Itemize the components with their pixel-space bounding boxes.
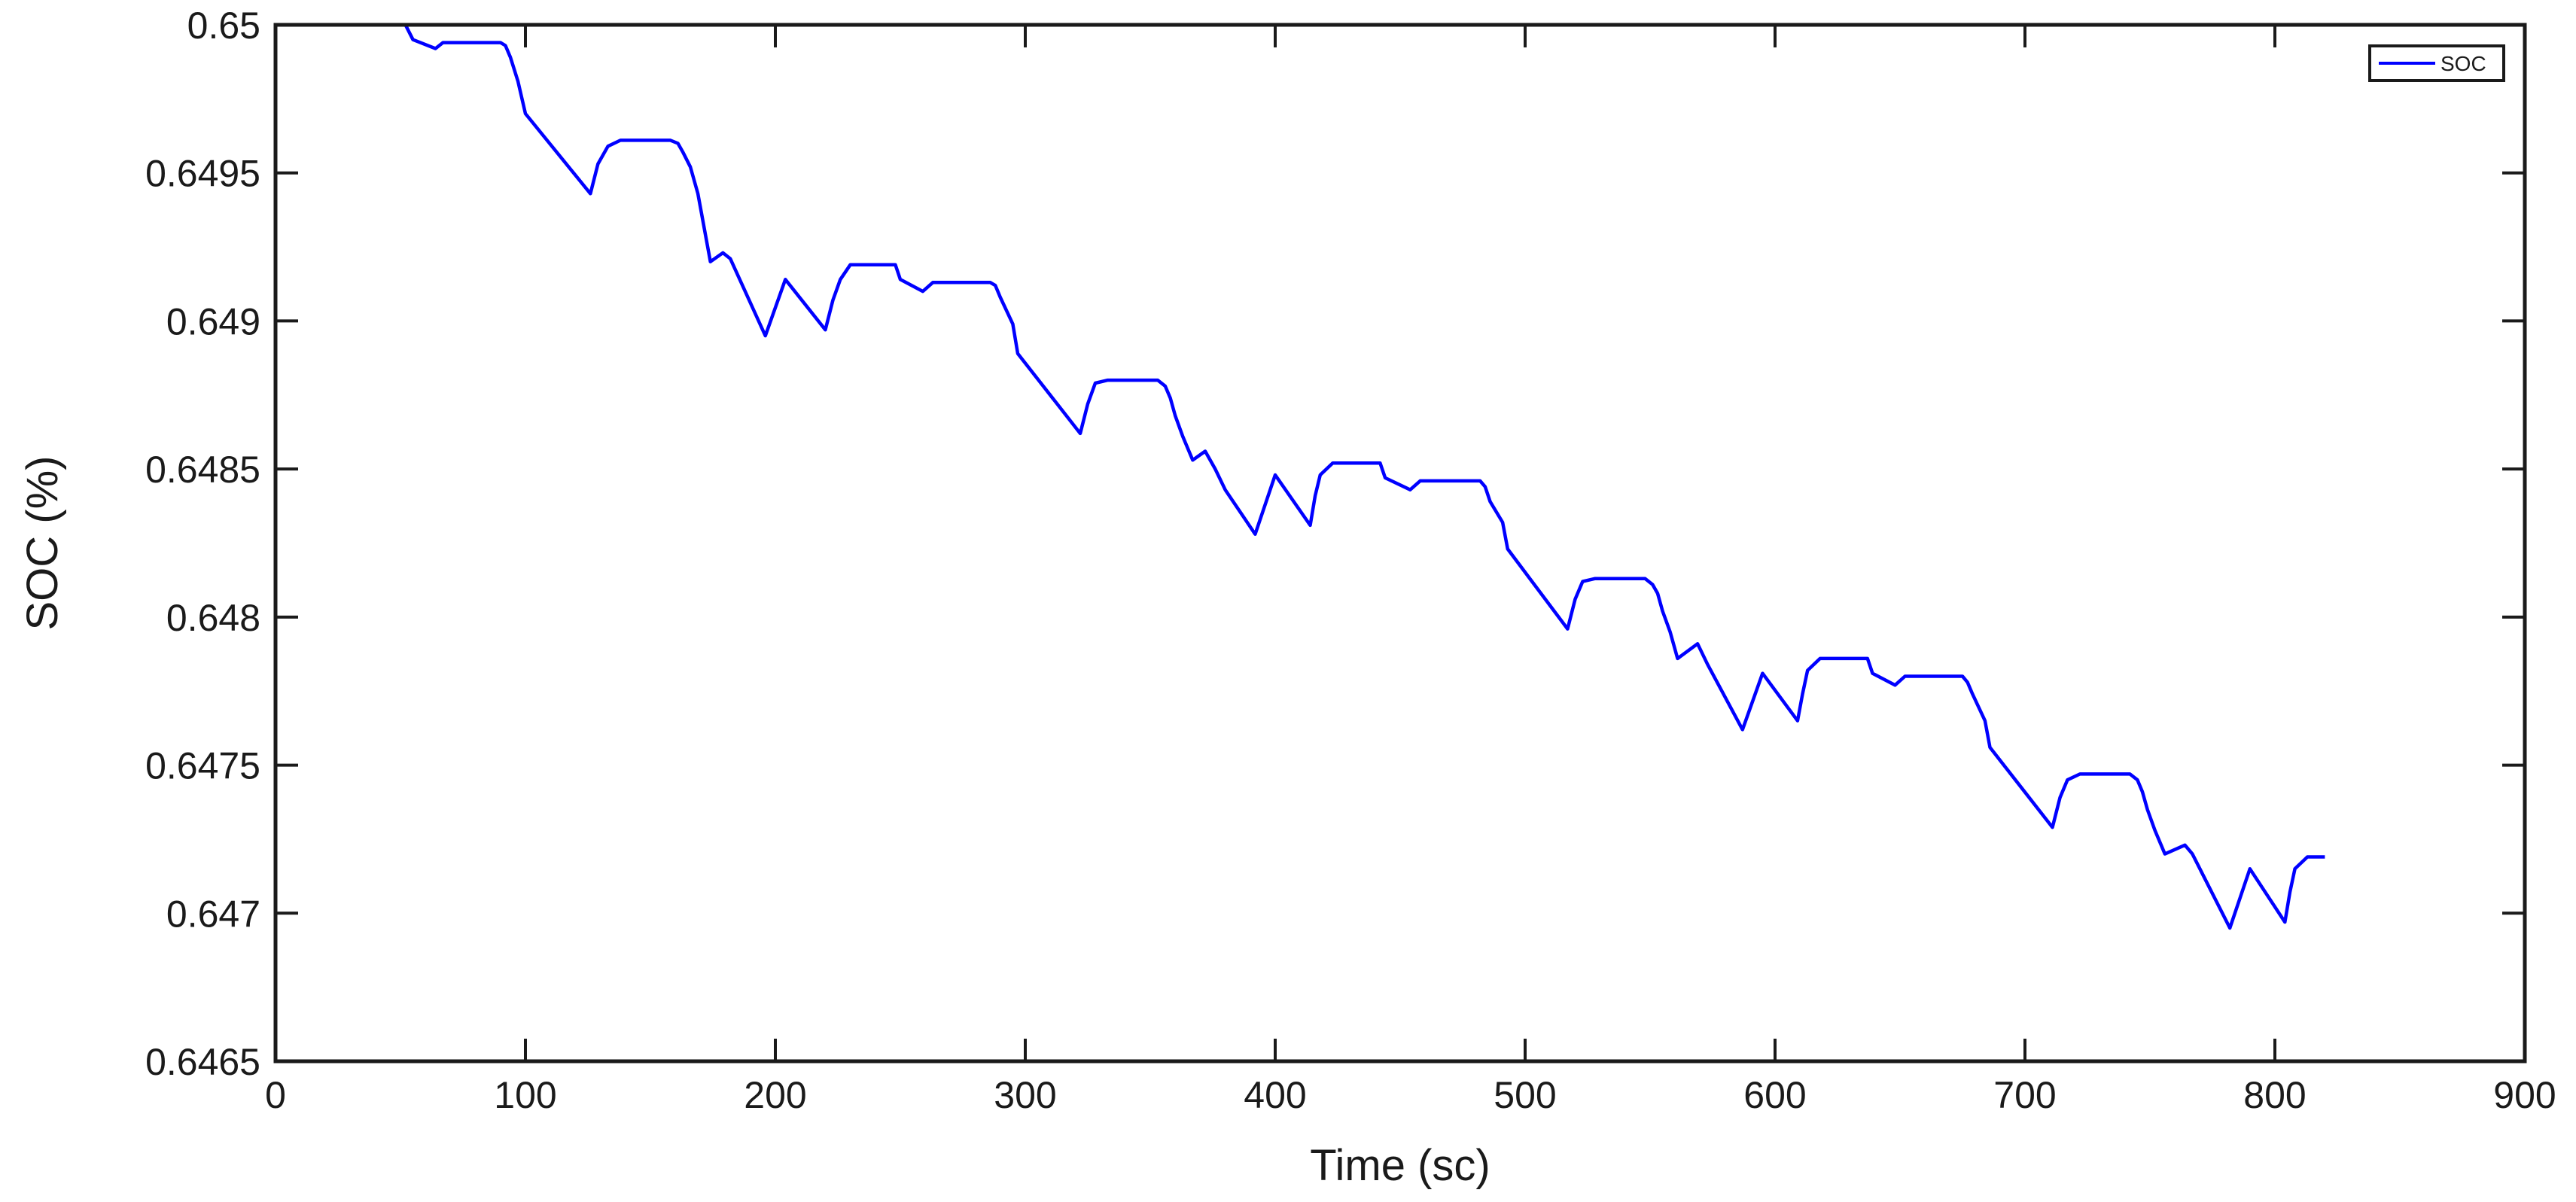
y-axis: 0.6465 0.647 0.6475 0.648 0.6485 0.649 0.6495 0… [145, 5, 2525, 1083]
y-tick-label: 0.6495 [145, 153, 260, 195]
y-tick-label: 0.6475 [145, 745, 260, 787]
x-tick-label: 100 [494, 1074, 556, 1116]
soc-series-line [276, 23, 2325, 930]
y-tick-label: 0.649 [166, 300, 260, 342]
y-tick-label: 0.65 [187, 5, 260, 47]
y-tick-label: 0.6465 [145, 1041, 260, 1083]
x-axis-label: Time (sc) [1310, 1141, 1490, 1190]
legend: SOC [2368, 44, 2505, 82]
y-tick-label: 0.648 [166, 597, 260, 639]
y-tick-label: 0.647 [166, 893, 260, 935]
x-tick-label: 200 [744, 1074, 806, 1116]
x-tick-label: 600 [1743, 1074, 1806, 1116]
y-axis-label: SOC (%) [18, 456, 67, 631]
x-tick-label: 300 [994, 1074, 1056, 1116]
plot-frame [273, 23, 2527, 1064]
y-tick-label: 0.6485 [145, 449, 260, 491]
x-tick-label: 700 [1993, 1074, 2056, 1116]
legend-label-soc: SOC [2441, 52, 2486, 75]
x-tick-label: 900 [2493, 1074, 2556, 1116]
x-axis: 0 100 200 300 400 500 600 700 800 900 [265, 25, 2556, 1116]
x-tick-label: 400 [1244, 1074, 1306, 1116]
x-tick-label: 500 [1494, 1074, 1556, 1116]
x-tick-label: 0 [265, 1074, 286, 1116]
x-tick-label: 800 [2243, 1074, 2306, 1116]
